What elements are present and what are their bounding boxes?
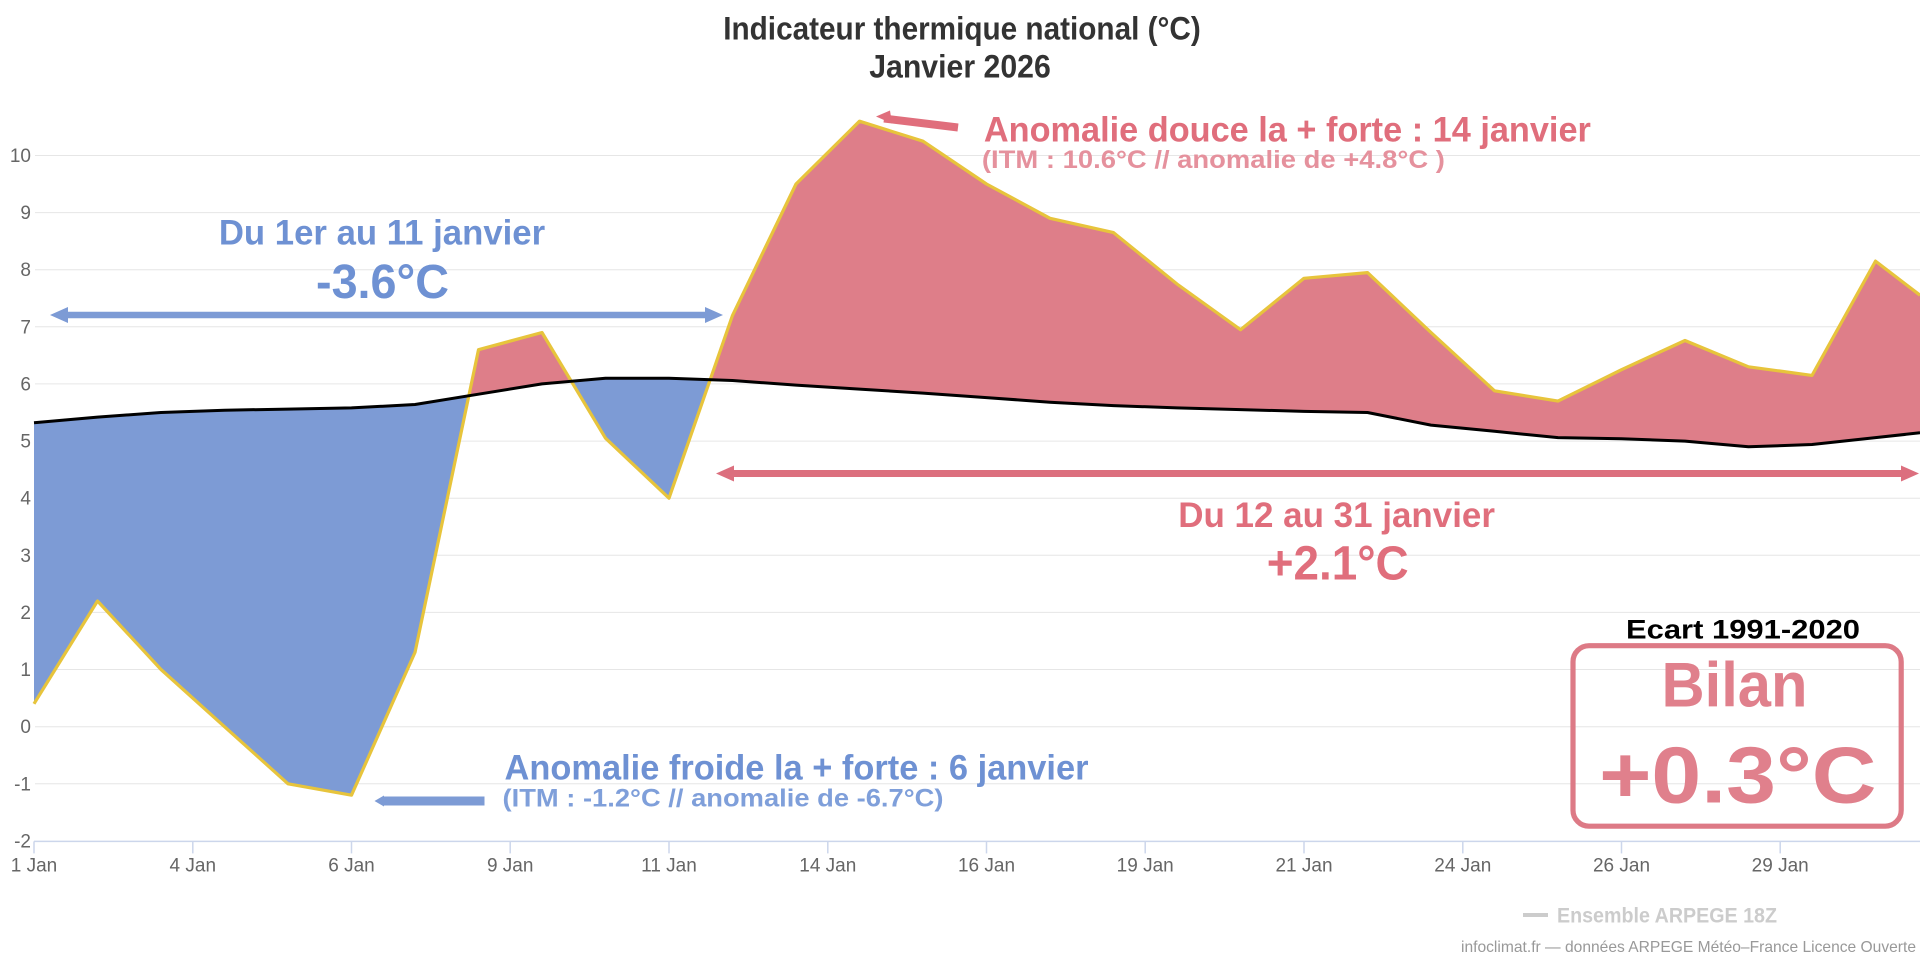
svg-text:Du 1er au 11 janvier: Du 1er au 11 janvier [219, 214, 546, 253]
svg-text:Indicateur thermique national: Indicateur thermique national (°C) [723, 11, 1201, 47]
svg-text:Janvier 2026: Janvier 2026 [869, 48, 1051, 84]
svg-text:1: 1 [20, 660, 31, 681]
svg-text:16 Jan: 16 Jan [958, 856, 1015, 877]
svg-text:-2: -2 [14, 831, 31, 852]
svg-text:29 Jan: 29 Jan [1752, 856, 1809, 877]
svg-text:4: 4 [20, 489, 31, 510]
svg-text:+0.3°C: +0.3°C [1599, 731, 1876, 820]
svg-text:Ensemble ARPEGE 18Z: Ensemble ARPEGE 18Z [1557, 905, 1777, 928]
svg-text:10: 10 [10, 146, 31, 167]
svg-text:Ecart 1991-2020: Ecart 1991-2020 [1626, 615, 1860, 645]
svg-text:21 Jan: 21 Jan [1275, 856, 1332, 877]
svg-text:8: 8 [20, 260, 31, 281]
svg-text:7: 7 [20, 317, 31, 338]
svg-text:Du 12 au 31 janvier: Du 12 au 31 janvier [1178, 496, 1495, 535]
svg-text:6 Jan: 6 Jan [328, 856, 374, 877]
svg-text:(ITM : 10.6°C // anomalie de +: (ITM : 10.6°C // anomalie de +4.8°C ) [982, 146, 1445, 174]
svg-text:1 Jan: 1 Jan [11, 856, 57, 877]
svg-text:Anomalie froide la + forte : 6: Anomalie froide la + forte : 6 janvier [505, 749, 1089, 788]
svg-text:14 Jan: 14 Jan [799, 856, 856, 877]
svg-text:+2.1°C: +2.1°C [1267, 538, 1409, 591]
svg-text:26 Jan: 26 Jan [1593, 856, 1650, 877]
svg-text:2: 2 [20, 603, 31, 624]
svg-text:11 Jan: 11 Jan [641, 856, 697, 877]
svg-text:9: 9 [20, 203, 31, 224]
svg-text:(ITM : -1.2°C // anomalie de -: (ITM : -1.2°C // anomalie de -6.7°C) [503, 785, 944, 813]
svg-text:5: 5 [20, 432, 31, 453]
svg-text:3: 3 [20, 546, 31, 567]
svg-text:infoclimat.fr — données ARPEGE: infoclimat.fr — données ARPEGE Météo–Fra… [1461, 939, 1916, 956]
svg-text:9 Jan: 9 Jan [487, 856, 533, 877]
svg-text:19 Jan: 19 Jan [1117, 856, 1174, 877]
svg-text:-1: -1 [14, 774, 31, 795]
svg-text:0: 0 [20, 717, 31, 738]
svg-text:6: 6 [20, 374, 31, 395]
svg-text:4 Jan: 4 Jan [170, 856, 216, 877]
svg-text:-3.6°C: -3.6°C [316, 256, 449, 309]
svg-text:24 Jan: 24 Jan [1434, 856, 1491, 877]
svg-text:Anomalie douce la + forte : 14: Anomalie douce la + forte : 14 janvier [984, 111, 1591, 150]
svg-text:Bilan: Bilan [1662, 650, 1808, 720]
